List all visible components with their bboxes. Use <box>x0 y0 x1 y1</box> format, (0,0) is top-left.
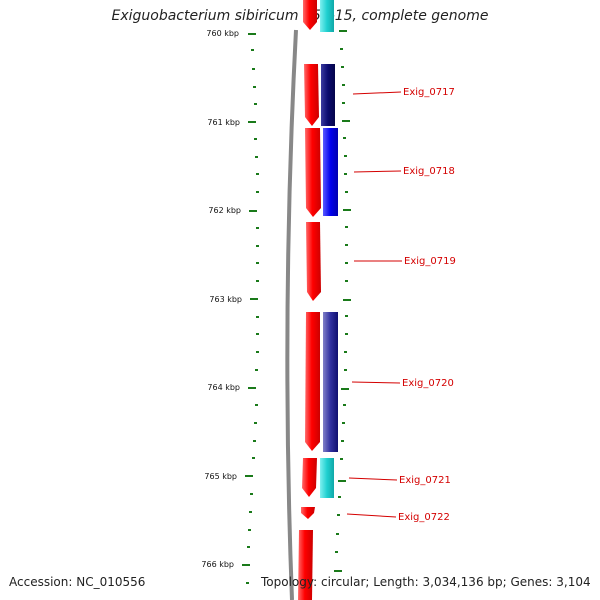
gene-label-exig-0718[interactable]: Exig_0718 <box>403 166 455 177</box>
tick-label-761: 761 kbp <box>207 118 240 127</box>
tick-label-760: 760 kbp <box>206 29 239 38</box>
cog-feature[interactable] <box>320 458 334 498</box>
tick-label-763: 763 kbp <box>209 295 242 304</box>
accession-text: Accession: NC_010556 <box>9 575 146 589</box>
map-title: Exiguobacterium sibiricum 255-15, comple… <box>111 8 489 24</box>
gene-label-exig-0717[interactable]: Exig_0717 <box>403 87 455 98</box>
cog-feature[interactable] <box>323 312 338 452</box>
cog-feature[interactable] <box>320 0 334 32</box>
cds-feature[interactable] <box>306 222 321 301</box>
tick-label-762: 762 kbp <box>208 206 241 215</box>
tick-label-766: 766 kbp <box>201 560 234 569</box>
gene-label-exig-0722[interactable]: Exig_0722 <box>398 512 450 523</box>
genome-backbone <box>285 29 298 600</box>
cds-feature[interactable] <box>298 530 313 600</box>
minor-ticks-left <box>246 49 259 584</box>
cds-feature[interactable] <box>302 458 317 497</box>
cog-feature[interactable] <box>321 64 335 126</box>
tick-label-765: 765 kbp <box>204 472 237 481</box>
gene-label-exig-0720[interactable]: Exig_0720 <box>402 378 454 389</box>
cds-feature[interactable] <box>303 0 317 30</box>
cds-feature[interactable] <box>301 507 315 519</box>
gene-label-exig-0719[interactable]: Exig_0719 <box>404 256 456 267</box>
label-leaders <box>346 91 402 518</box>
gene-label-exig-0721[interactable]: Exig_0721 <box>399 475 451 486</box>
cds-feature[interactable] <box>305 128 321 217</box>
cog-feature[interactable] <box>323 128 338 216</box>
major-ticks-left <box>242 33 258 566</box>
tick-label-764: 764 kbp <box>207 383 240 392</box>
major-ticks-right <box>334 30 351 572</box>
cds-track <box>298 0 321 600</box>
cds-feature[interactable] <box>305 312 320 451</box>
minor-ticks-right <box>335 48 348 553</box>
cog-track <box>320 0 338 498</box>
genome-summary-text: Topology: circular; Length: 3,034,136 bp… <box>261 575 591 589</box>
cds-feature[interactable] <box>304 64 319 126</box>
